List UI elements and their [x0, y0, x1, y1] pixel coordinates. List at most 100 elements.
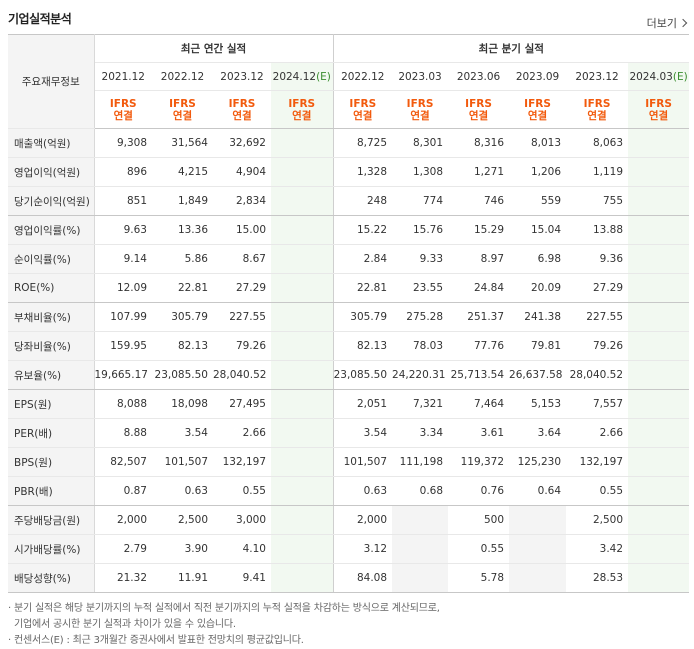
ifrs-label: IFRS 연결 — [509, 90, 567, 129]
annual-value: 9.14 — [94, 244, 152, 274]
quarter-value: 15.22 — [333, 215, 393, 245]
quarter-value: 8,725 — [333, 128, 393, 158]
quarter-value: 8,013 — [509, 128, 567, 158]
quarter-value: 241.38 — [509, 302, 567, 332]
quarter-value: 251.37 — [448, 302, 510, 332]
period-header: 2021.12 — [94, 62, 152, 91]
annual-value: 132,197 — [213, 447, 271, 477]
quarter-value: 7,464 — [448, 389, 510, 419]
quarter-value — [628, 418, 690, 448]
period-header: 2023.03 — [392, 62, 449, 91]
quarter-value: 8,316 — [448, 128, 510, 158]
row-label: 시가배당률(%) — [8, 534, 95, 564]
annual-value: 2,500 — [152, 505, 213, 535]
annual-value: 28,040.52 — [213, 360, 271, 390]
annual-value: 101,507 — [152, 447, 213, 477]
quarter-value: 26,637.58 — [509, 360, 567, 390]
period-header: 2023.12 — [566, 62, 629, 91]
annual-value: 3.54 — [152, 418, 213, 448]
row-label: PBR(배) — [8, 476, 95, 506]
chevron-right-icon — [678, 18, 688, 28]
annual-value: 32,692 — [213, 128, 271, 158]
quarter-value: 3.12 — [333, 534, 393, 564]
row-label: 영업이익(억원) — [8, 157, 95, 187]
quarter-value: 248 — [333, 186, 393, 216]
quarter-value: 0.64 — [509, 476, 567, 506]
period-header: 2023.09 — [509, 62, 567, 91]
ifrs-label: IFRS 연결 — [152, 90, 213, 129]
quarter-value: 125,230 — [509, 447, 567, 477]
table-row: 당기순이익(억원) 851 1,849 2,834 248 774 746 559 755 — [8, 186, 690, 216]
annual-value: 5.86 — [152, 244, 213, 274]
quarter-value: 79.81 — [509, 331, 567, 361]
annual-value — [271, 534, 334, 564]
quarter-value: 746 — [448, 186, 510, 216]
quarter-value: 0.76 — [448, 476, 510, 506]
more-label: 더보기 — [646, 17, 677, 30]
table-row: 부채비율(%) 107.99 305.79 227.55 305.79 275.28 251… — [8, 302, 690, 332]
ifrs-label: IFRS 연결 — [94, 90, 152, 129]
quarter-value: 0.63 — [333, 476, 393, 506]
table-row: 배당성향(%) 21.32 11.91 9.41 84.08 5.78 28.53 — [8, 563, 690, 593]
quarter-value: 84.08 — [333, 563, 393, 593]
table-row: 영업이익(억원) 896 4,215 4,904 1,328 1,308 1,271 1,20… — [8, 157, 690, 187]
annual-value: 12.09 — [94, 273, 152, 303]
annual-value: 21.32 — [94, 563, 152, 593]
quarter-value — [628, 563, 690, 593]
more-link[interactable]: 더보기 — [646, 15, 688, 31]
row-label: 주당배당금(원) — [8, 505, 95, 535]
table-row: 순이익률(%) 9.14 5.86 8.67 2.84 9.33 8.97 6.98 9.36 — [8, 244, 690, 274]
quarter-value — [628, 447, 690, 477]
quarter-value — [628, 389, 690, 419]
annual-value — [271, 302, 334, 332]
annual-value: 31,564 — [152, 128, 213, 158]
annual-value: 8.88 — [94, 418, 152, 448]
table-row: ROE(%) 12.09 22.81 27.29 22.81 23.55 24.84 20.0… — [8, 273, 690, 303]
footnotes: · 분기 실적은 해당 분기까지의 누적 실적에서 직전 분기까지의 누적 실적… — [8, 601, 440, 649]
annual-value: 2,834 — [213, 186, 271, 216]
quarter-value — [628, 215, 690, 245]
quarter-value — [392, 534, 449, 564]
quarter-value: 227.55 — [566, 302, 629, 332]
annual-value: 27.29 — [213, 273, 271, 303]
annual-value: 2.66 — [213, 418, 271, 448]
quarter-value: 8.97 — [448, 244, 510, 274]
quarter-value: 275.28 — [392, 302, 449, 332]
quarter-value: 305.79 — [333, 302, 393, 332]
period-header: 2023.06 — [448, 62, 510, 91]
annual-value: 4,904 — [213, 157, 271, 187]
quarter-value: 15.04 — [509, 215, 567, 245]
quarter-value: 559 — [509, 186, 567, 216]
annual-value: 82,507 — [94, 447, 152, 477]
section-title: 기업실적분석 — [8, 12, 72, 26]
annual-value: 82.13 — [152, 331, 213, 361]
quarter-value — [628, 534, 690, 564]
annual-value: 2.79 — [94, 534, 152, 564]
quarter-value: 15.76 — [392, 215, 449, 245]
quarter-value — [628, 476, 690, 506]
annual-value — [271, 331, 334, 361]
quarter-value: 2,051 — [333, 389, 393, 419]
quarter-value: 3.54 — [333, 418, 393, 448]
quarter-value: 24.84 — [448, 273, 510, 303]
quarter-value: 2,500 — [566, 505, 629, 535]
quarter-value — [509, 563, 567, 593]
quarter-value: 27.29 — [566, 273, 629, 303]
row-label: ROE(%) — [8, 273, 95, 303]
annual-value: 3.90 — [152, 534, 213, 564]
ifrs-label: IFRS 연결 — [448, 90, 510, 129]
row-label: BPS(원) — [8, 447, 95, 477]
annual-value: 15.00 — [213, 215, 271, 245]
quarter-value: 24,220.31 — [392, 360, 449, 390]
quarter-value — [628, 360, 690, 390]
quarter-value — [392, 505, 449, 535]
table-body: 매출액(억원) 9,308 31,564 32,692 8,725 8,301 8,316 8… — [8, 128, 690, 593]
table-row: 영업이익률(%) 9.63 13.36 15.00 15.22 15.76 15.29 15.… — [8, 215, 690, 245]
annual-value: 851 — [94, 186, 152, 216]
quarter-value: 22.81 — [333, 273, 393, 303]
period-row: 2021.12 2022.12 2023.12 2024.12(E) 2022.… — [8, 62, 690, 91]
period-header: 2022.12 — [152, 62, 213, 91]
quarter-value: 9.36 — [566, 244, 629, 274]
row-label: EPS(원) — [8, 389, 95, 419]
annual-value: 2,000 — [94, 505, 152, 535]
